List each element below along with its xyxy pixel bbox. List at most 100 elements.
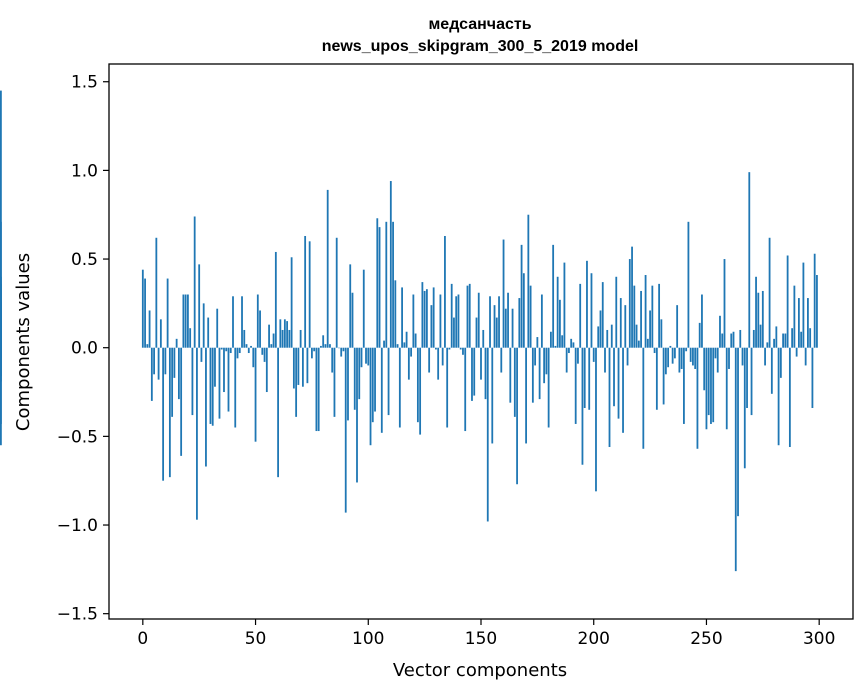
y-tick-label: 0.0 — [71, 339, 98, 359]
bar — [311, 347, 313, 359]
bar — [0, 90, 2, 348]
bar — [189, 328, 192, 348]
bar — [779, 347, 782, 378]
bar — [489, 296, 491, 348]
bar — [617, 347, 620, 419]
bar — [536, 337, 539, 348]
bar — [299, 329, 302, 348]
bar — [220, 347, 223, 350]
bar — [398, 347, 401, 428]
bar — [214, 347, 216, 387]
bar — [425, 289, 428, 348]
bar — [660, 319, 663, 348]
bar — [444, 235, 446, 348]
bar — [807, 298, 809, 348]
bar — [759, 324, 762, 348]
bar — [423, 290, 426, 348]
bar — [748, 172, 751, 348]
bar — [721, 333, 724, 348]
bar — [554, 345, 557, 348]
bar — [349, 264, 352, 348]
bar — [671, 347, 674, 364]
bar — [171, 347, 174, 417]
bar — [193, 216, 196, 348]
bar — [716, 347, 719, 373]
bar — [714, 347, 717, 359]
bar — [371, 347, 374, 423]
bar — [694, 347, 697, 369]
bar — [475, 317, 478, 348]
bar — [435, 347, 437, 350]
bar — [637, 340, 640, 348]
bar — [205, 347, 207, 467]
bar — [157, 347, 160, 380]
bar — [380, 347, 383, 433]
bar — [338, 347, 340, 349]
bar — [552, 244, 555, 348]
bar — [687, 221, 690, 348]
bar — [306, 347, 309, 384]
bar — [0, 347, 2, 424]
bar — [0, 276, 2, 348]
bar — [263, 347, 266, 362]
bar — [613, 347, 615, 407]
chart-title: медсанчасть — [428, 16, 531, 33]
bar — [545, 347, 548, 375]
bar — [586, 260, 588, 348]
bar — [315, 347, 318, 432]
bar — [795, 347, 798, 357]
bar — [568, 347, 570, 354]
bar — [462, 347, 464, 355]
bar — [543, 347, 546, 384]
bar — [153, 347, 155, 375]
bar — [755, 276, 757, 348]
bar — [590, 273, 593, 348]
bar — [466, 285, 469, 348]
y-tick-label: 0.5 — [71, 250, 98, 270]
bar — [324, 344, 327, 348]
bar — [358, 347, 361, 400]
bar — [225, 347, 228, 352]
bar — [308, 241, 311, 348]
bar — [599, 310, 602, 348]
bar — [367, 347, 370, 366]
x-tick-label: 250 — [690, 629, 722, 649]
bar — [525, 347, 527, 444]
bar — [655, 347, 658, 410]
bar — [685, 347, 688, 352]
bar — [468, 283, 471, 348]
bar — [252, 347, 255, 368]
bar — [392, 221, 394, 348]
bar — [626, 347, 629, 366]
x-tick-label: 0 — [137, 629, 148, 649]
bar — [500, 347, 503, 373]
bar — [680, 347, 683, 369]
bar — [595, 347, 597, 492]
bar — [288, 329, 291, 348]
bar — [588, 347, 591, 410]
bar — [683, 347, 685, 424]
bar — [414, 333, 417, 348]
bar — [701, 294, 703, 348]
bar — [696, 347, 699, 449]
bar — [446, 347, 449, 428]
bar — [624, 305, 627, 348]
bar — [374, 347, 376, 412]
bar — [286, 321, 289, 348]
bar — [243, 329, 246, 348]
y-axis-label: Components values — [13, 253, 34, 431]
bar — [651, 285, 654, 348]
bar — [791, 328, 794, 348]
bar — [556, 276, 559, 348]
bar — [509, 347, 512, 403]
bar — [725, 347, 728, 430]
bar — [493, 305, 496, 348]
y-tick-label: −0.5 — [57, 427, 98, 447]
bar — [211, 347, 214, 426]
bar — [619, 298, 622, 348]
bar — [0, 347, 2, 382]
bar — [784, 333, 787, 348]
bar — [430, 305, 433, 348]
bar — [561, 335, 564, 348]
bar — [658, 283, 661, 348]
